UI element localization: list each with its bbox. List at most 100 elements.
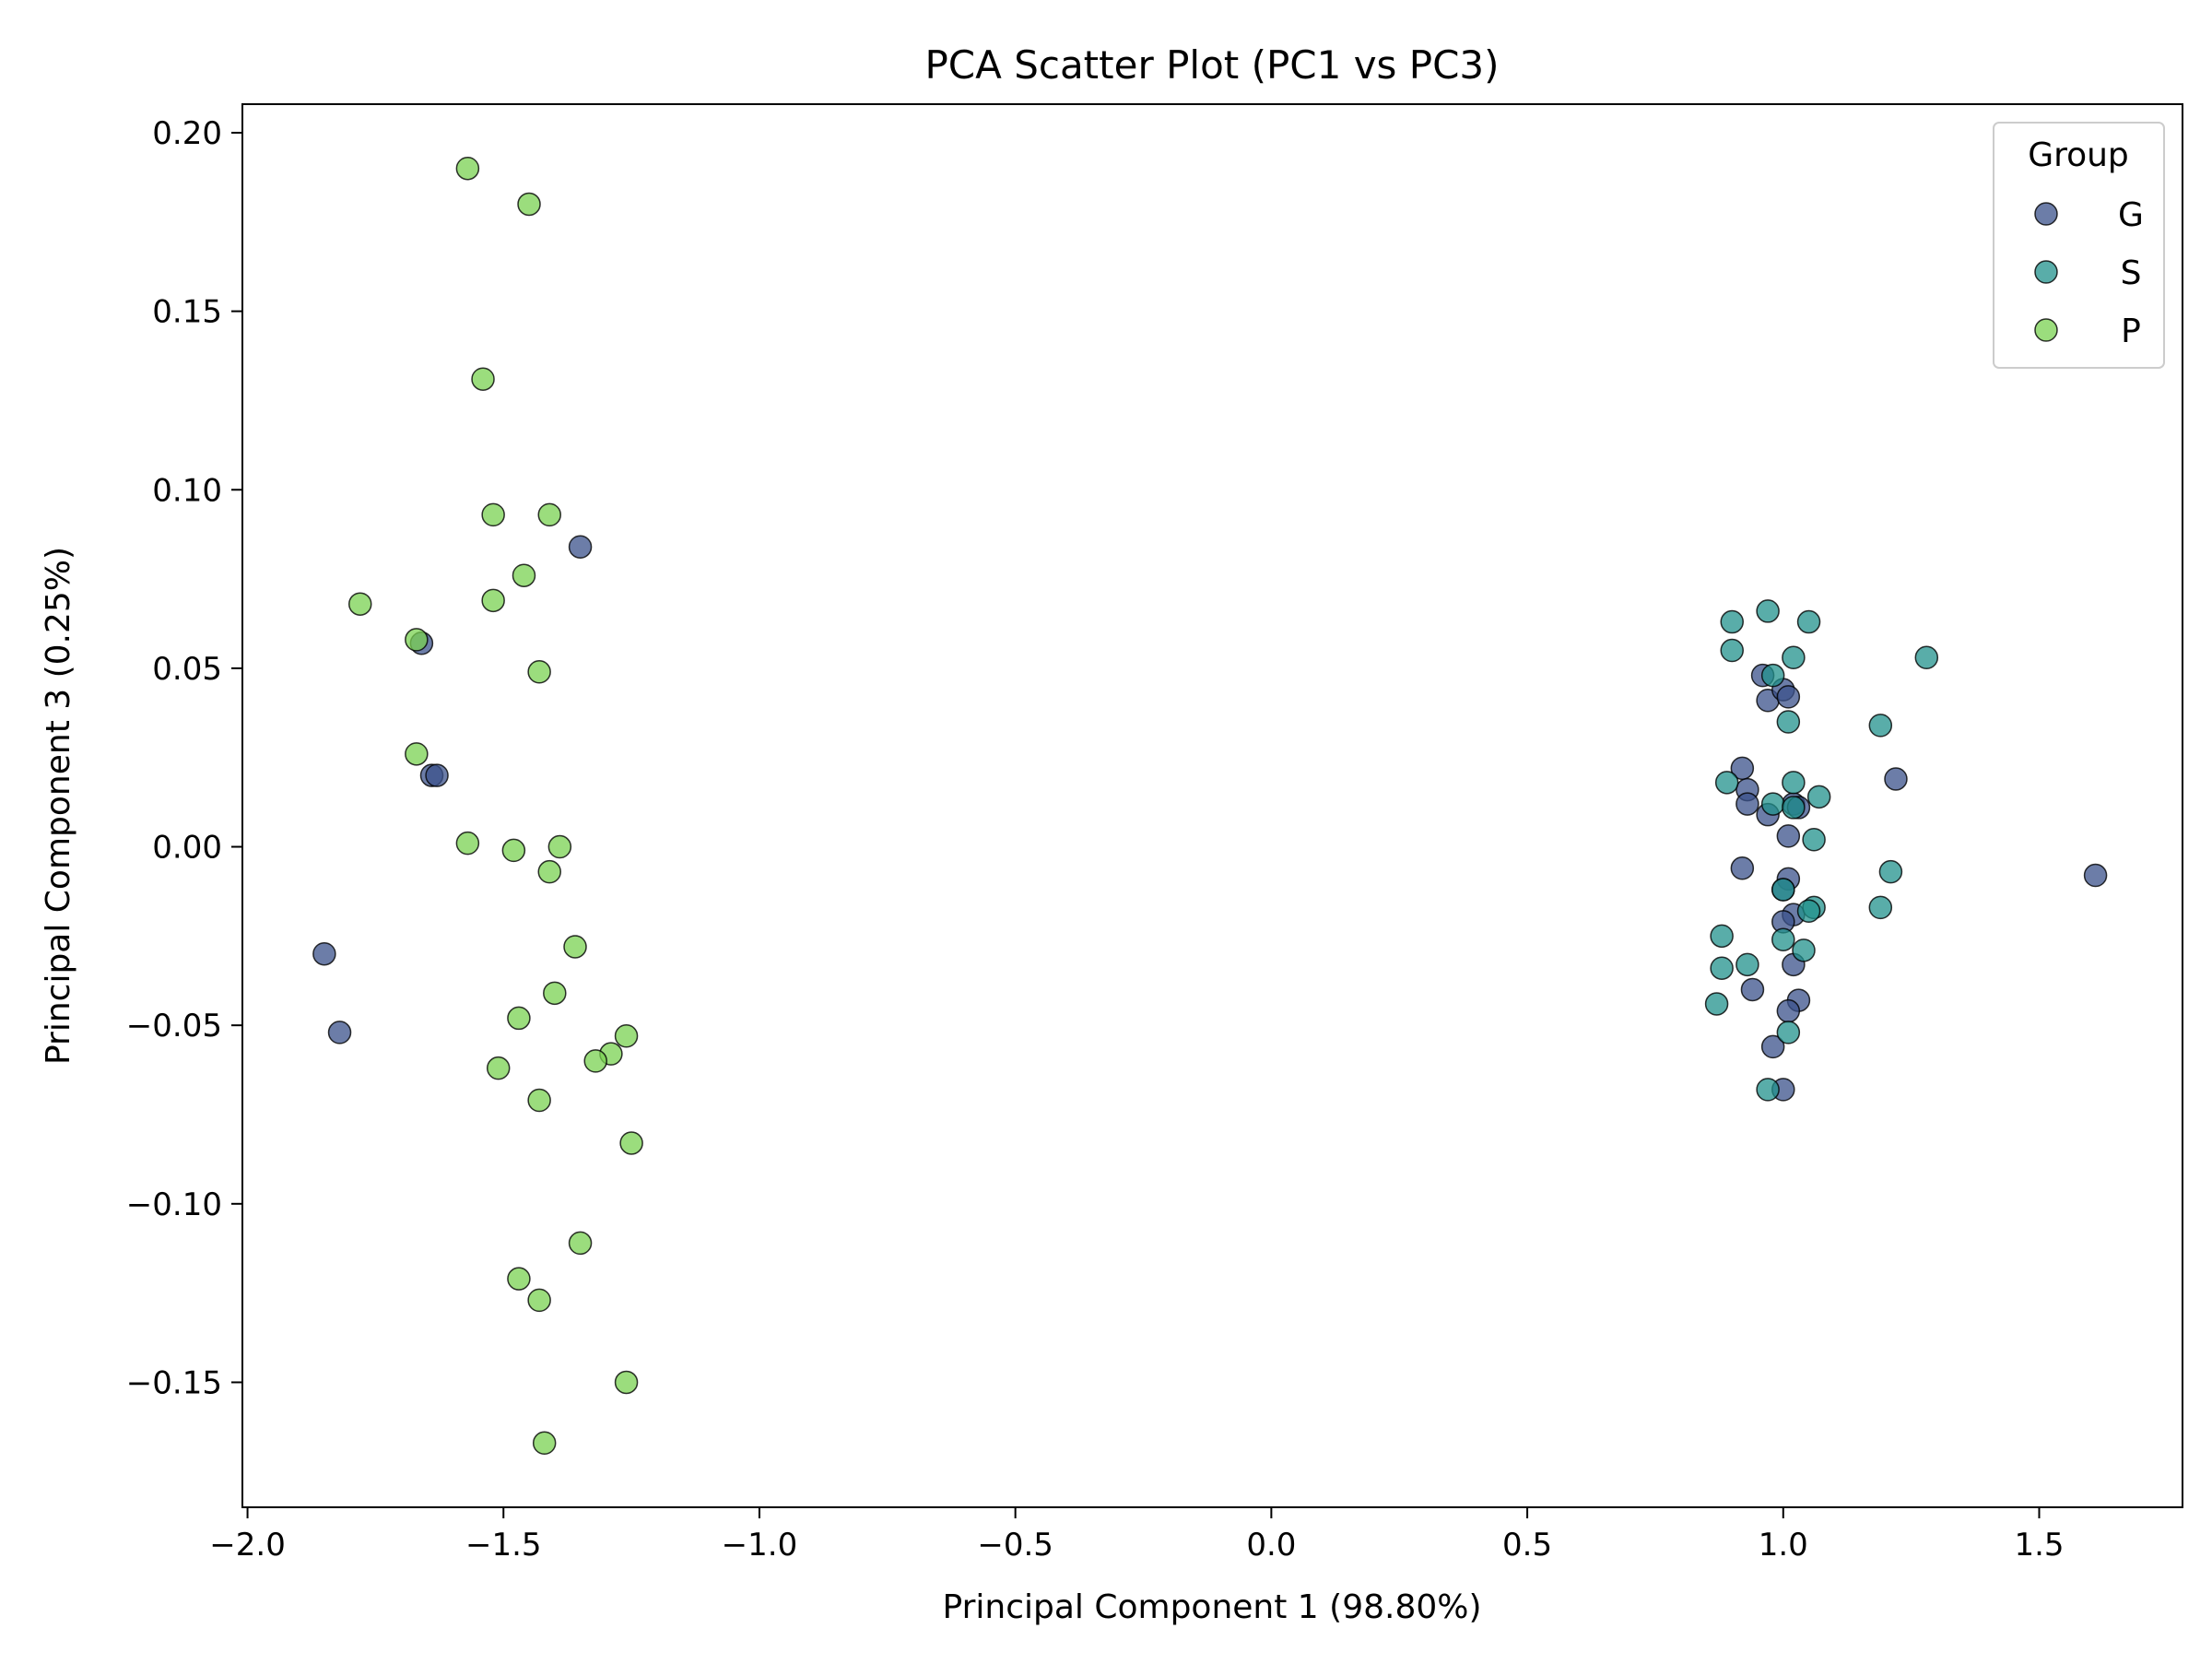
scatter-point: [1720, 609, 1744, 634]
legend-label: S: [2121, 254, 2142, 292]
scatter-point: [481, 502, 505, 527]
y-tick-label: −0.15: [126, 1364, 222, 1401]
scatter-point: [1740, 977, 1765, 1002]
scatter-point: [1782, 771, 1806, 795]
plot-area: [312, 156, 2108, 1456]
x-axis-label: Principal Component 1 (98.80%): [943, 1588, 1482, 1626]
legend-title: Group: [2028, 136, 2129, 174]
scatter-point: [527, 1288, 551, 1313]
legend-marker: [2034, 202, 2058, 226]
scatter-point: [455, 831, 480, 856]
scatter-point: [507, 1267, 531, 1291]
scatter-point: [1756, 1078, 1780, 1102]
scatter-point: [547, 834, 572, 859]
scatter-point: [347, 592, 372, 616]
y-tick-label: 0.15: [152, 294, 222, 331]
scatter-point: [543, 981, 567, 1006]
x-axis: −2.0 −1.5 −1.0 −0.5 0.0 0.5 1.0 1.5: [209, 1507, 2065, 1564]
scatter-point: [1735, 792, 1759, 816]
scatter-point: [405, 742, 429, 766]
scatter-point: [1730, 856, 1755, 880]
chart-title: PCA Scatter Plot (PC1 vs PC3): [924, 42, 1499, 88]
scatter-point: [1771, 927, 1795, 951]
x-tick-label: −1.0: [722, 1527, 798, 1564]
scatter-point: [568, 1231, 593, 1256]
legend-label: G: [2118, 196, 2144, 234]
scatter-point: [1714, 771, 1739, 795]
y-tick-label: 0.00: [152, 830, 222, 867]
scatter-point: [1878, 859, 1903, 884]
scatter-point: [1796, 609, 1821, 634]
scatter-point: [537, 859, 561, 884]
scatter-point: [1771, 878, 1795, 902]
scatter-point: [405, 628, 429, 652]
y-tick-label: 0.20: [152, 115, 222, 152]
scatter-point: [583, 1049, 607, 1073]
scatter-point: [563, 935, 587, 959]
y-axis-label: Principal Component 3 (0.25%): [40, 547, 77, 1065]
scatter-point: [1704, 992, 1729, 1016]
scatter-point: [1710, 956, 1734, 980]
scatter-point: [532, 1431, 557, 1456]
series-S: [1704, 599, 1939, 1102]
legend-marker: [2034, 260, 2058, 284]
y-tick-label: −0.05: [126, 1008, 222, 1044]
scatter-point: [614, 1370, 639, 1395]
scatter-point: [512, 563, 536, 587]
y-tick-label: −0.10: [126, 1186, 222, 1223]
x-tick-label: 0.5: [1502, 1527, 1552, 1564]
scatter-point: [327, 1021, 352, 1044]
scatter-point: [1756, 599, 1780, 623]
scatter-point: [1776, 1021, 1801, 1044]
scatter-point: [1720, 638, 1744, 663]
scatter-point: [1776, 710, 1801, 734]
x-tick-label: −0.5: [977, 1527, 1053, 1564]
legend-items: GSP: [2034, 196, 2144, 350]
legend-marker: [2034, 318, 2058, 342]
scatter-point: [1776, 998, 1801, 1023]
scatter-point: [1802, 828, 1826, 852]
scatter-point: [1782, 796, 1806, 820]
legend-label: P: [2121, 313, 2141, 350]
scatter-point: [1796, 899, 1821, 923]
scatter-point: [1868, 895, 1893, 920]
x-tick-label: 1.0: [1759, 1527, 1808, 1564]
scatter-point: [1760, 792, 1785, 816]
scatter-point: [455, 156, 480, 181]
scatter-point: [1710, 924, 1734, 949]
scatter-point: [1792, 938, 1816, 962]
scatter-point: [537, 502, 561, 527]
scatter-point: [471, 367, 495, 391]
x-tick-label: −2.0: [209, 1527, 286, 1564]
plot-frame: [241, 103, 2183, 1508]
scatter-point: [1806, 785, 1831, 809]
scatter-point: [501, 838, 526, 863]
scatter-point: [1914, 645, 1939, 670]
legend: Group GSP: [1993, 122, 2165, 369]
scatter-point: [486, 1056, 511, 1080]
scatter-point: [1760, 663, 1785, 688]
scatter-point: [527, 1088, 551, 1113]
scatter-point: [527, 660, 551, 684]
scatter-point: [2083, 863, 2108, 888]
scatter-point: [1884, 767, 1908, 791]
y-tick-label: 0.10: [152, 472, 222, 509]
series-P: [347, 156, 643, 1456]
scatter-point: [1776, 685, 1801, 709]
x-tick-label: −1.5: [465, 1527, 542, 1564]
scatter-point: [481, 588, 505, 613]
scatter-point: [1735, 952, 1759, 977]
scatter-point: [619, 1131, 643, 1155]
x-tick-label: 0.0: [1246, 1527, 1296, 1564]
scatter-point: [1868, 714, 1893, 738]
scatter-point: [568, 535, 593, 559]
scatter-point: [507, 1006, 531, 1031]
scatter-point: [425, 763, 449, 787]
scatter-point: [312, 941, 336, 966]
y-axis: 0.20 0.15 0.10 0.05 0.00 −0.05 −0.10 −0.15: [126, 115, 242, 1401]
x-tick-label: 1.5: [2014, 1527, 2064, 1564]
scatter-point: [614, 1024, 639, 1048]
